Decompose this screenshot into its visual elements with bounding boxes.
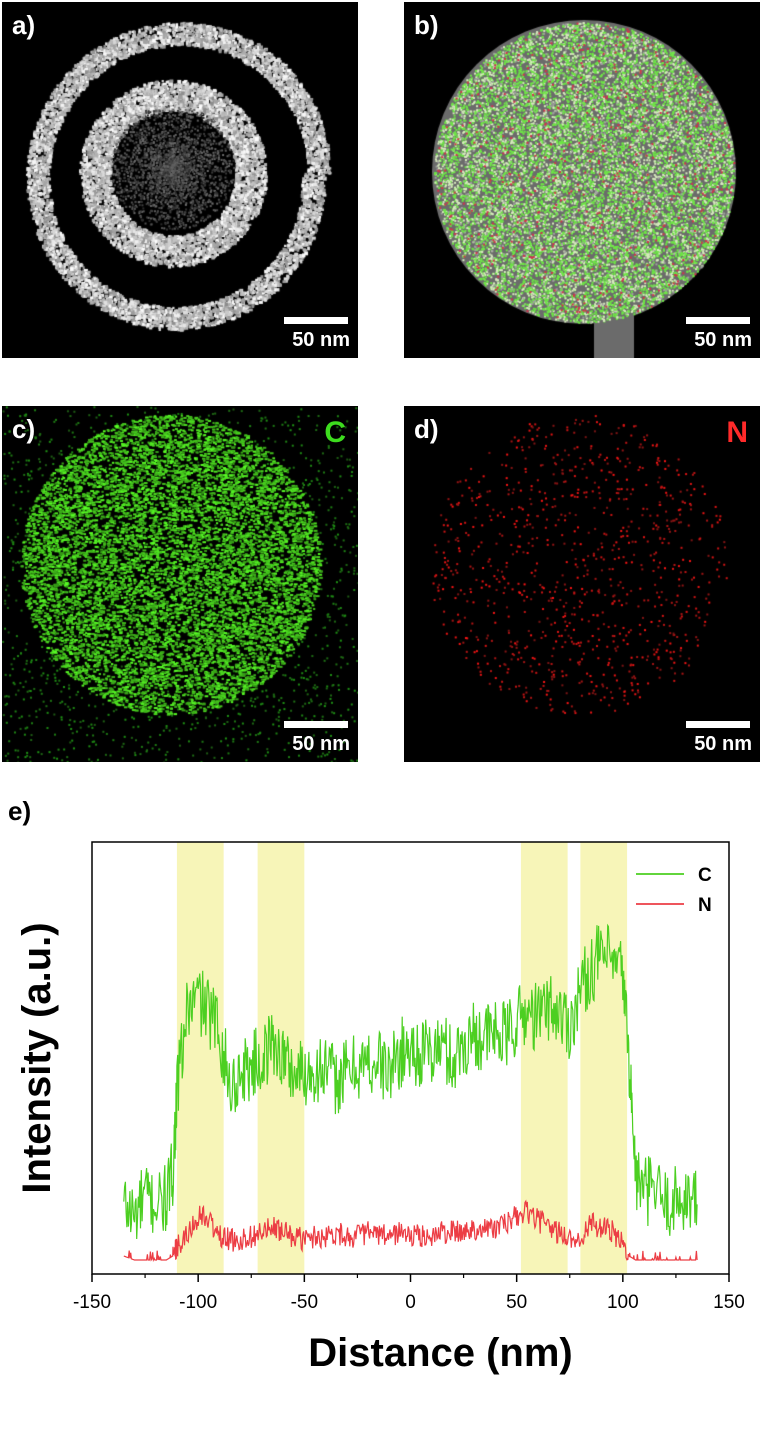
x-tick-label: -50 (291, 1292, 318, 1313)
element-label-c: C (324, 416, 346, 449)
panel-a-tem-image: a) 50 nm (2, 2, 358, 358)
tem-ring-image (2, 2, 358, 358)
panel-b-label: b) (414, 10, 439, 40)
carbon-map-image (2, 406, 358, 762)
highlight-band (257, 842, 305, 1274)
highlight-band (176, 842, 224, 1274)
panel-a-label: a) (12, 10, 36, 40)
panel-d-label: d) (414, 414, 439, 444)
overlay-map-image (404, 2, 760, 358)
x-tick-label: 150 (713, 1292, 745, 1313)
scale-bar-label: 50 nm (292, 733, 350, 755)
scale-bar-label: 50 nm (292, 329, 350, 351)
x-tick-label: 100 (607, 1292, 639, 1313)
element-label-n: N (726, 416, 748, 449)
panel-c-label: c) (12, 414, 36, 444)
scale-bar-label: 50 nm (694, 329, 752, 351)
legend-label-c: C (698, 865, 712, 886)
x-tick-label: -100 (179, 1292, 217, 1313)
scale-bar-label: 50 nm (694, 733, 752, 755)
x-axis-label: Distance (nm) (308, 1331, 573, 1375)
highlight-band (520, 842, 568, 1274)
x-tick-label: -150 (73, 1292, 111, 1313)
highlight-band (580, 842, 628, 1274)
series-line-c (123, 923, 698, 1240)
series-line-n (123, 1199, 698, 1263)
line-profile-chart: -150 -100 -50 0 50 100 150 Distance (nm) Intensi… (15, 841, 745, 1375)
y-axis-label: Intensity (a.u.) (15, 922, 59, 1193)
panel-b-overlay-map: b) 50 nm (404, 2, 760, 358)
scale-bar (686, 721, 750, 728)
x-tick-label: 50 (506, 1292, 527, 1313)
panel-e-label: e) (8, 796, 32, 826)
scale-bar (686, 317, 750, 324)
nitrogen-map-image (404, 406, 760, 762)
panel-d-nitrogen-map: d) N 50 nm (404, 406, 760, 762)
legend-label-n: N (698, 895, 712, 916)
x-tick-label: 0 (405, 1292, 416, 1313)
scale-bar (284, 317, 348, 324)
panel-c-carbon-map: c) C 50 nm (2, 406, 358, 762)
scale-bar (284, 721, 348, 728)
